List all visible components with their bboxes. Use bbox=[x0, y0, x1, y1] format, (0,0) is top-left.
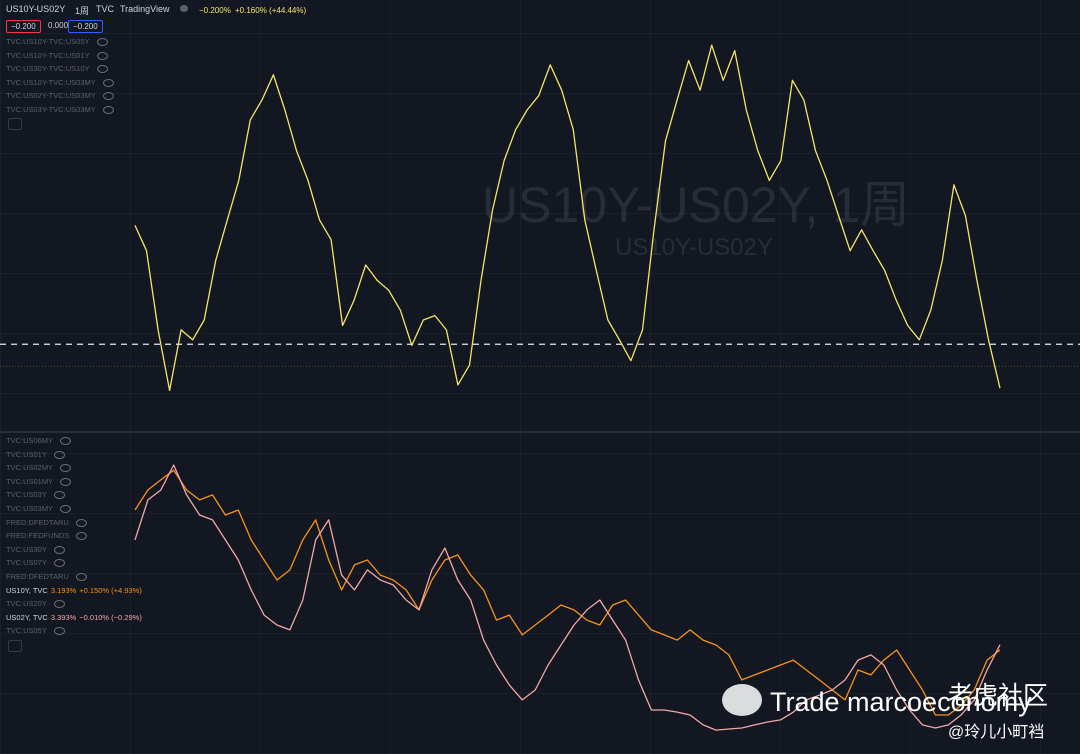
legend-item: FRED:DFEDTARU bbox=[6, 572, 87, 582]
visibility-toggle[interactable] bbox=[53, 627, 65, 636]
legend-item: TVC:US07Y bbox=[6, 558, 65, 568]
platform: TradingView bbox=[120, 4, 170, 14]
legend-label: TVC:US10Y-TVC:US01Y bbox=[6, 50, 90, 60]
visibility-toggle[interactable] bbox=[60, 437, 72, 446]
legend-label: TVC:US05Y bbox=[6, 626, 47, 636]
community: 老虎社区 bbox=[948, 682, 1049, 710]
legend-item: TVC:US10Y-TVC:US03MY bbox=[6, 78, 114, 87]
legend-item: TVC:US03MY bbox=[6, 504, 72, 514]
pane-separator bbox=[0, 431, 1080, 433]
visibility-toggle[interactable] bbox=[96, 51, 108, 60]
legend-label: TVC:US03Y bbox=[6, 490, 47, 500]
legend-item: TVC:US02MY bbox=[6, 463, 72, 473]
legend-item: TVC:US02Y-TVC:US03MY bbox=[6, 91, 114, 101]
watermark-sub: US10Y-US02Y bbox=[615, 234, 773, 261]
legend-change: −0.010% (−0.29%) bbox=[79, 612, 142, 622]
visibility-toggle[interactable] bbox=[102, 78, 114, 87]
legend-label: TVC:US30Y bbox=[6, 544, 47, 554]
visibility-toggle[interactable] bbox=[60, 477, 72, 486]
legend-item: TVC:US06MY bbox=[6, 436, 72, 446]
legend-item: TVC:US03Y bbox=[6, 490, 65, 500]
brand: Trade marcoeconomy bbox=[770, 687, 1032, 717]
legend-label: TVC:US30Y-TVC:US10Y bbox=[6, 64, 90, 73]
legend-item: TVC:US01Y bbox=[6, 450, 65, 459]
visibility-toggle[interactable] bbox=[75, 518, 87, 527]
legend-item: TVC:US01MY bbox=[6, 476, 72, 486]
legend-item: US02Y, TVC 3.393% −0.010% (−0.29%) bbox=[6, 613, 145, 622]
badge[interactable]: −0.200 bbox=[6, 20, 41, 33]
legend-label: TVC:US10Y-TVC:US05Y bbox=[6, 37, 90, 46]
legend-last: 3.193% bbox=[50, 585, 77, 595]
visibility-toggle[interactable] bbox=[60, 505, 72, 514]
legend-label: TVC:US10Y-TVC:US03MY bbox=[6, 77, 96, 87]
legend-label: TVC:US07Y bbox=[6, 558, 47, 568]
wechat-icon bbox=[722, 684, 762, 716]
series-line bbox=[134, 44, 1001, 392]
legend-last: 3.393% bbox=[50, 612, 77, 622]
legend-label: TVC:US01MY bbox=[6, 476, 54, 486]
legend-label: FRED:FEDFUNDS bbox=[6, 531, 70, 541]
legend-label: FRED:DFEDTARU bbox=[6, 517, 69, 527]
legend-label: TVC:US03Y-TVC:US03MY bbox=[6, 104, 96, 114]
visibility-toggle[interactable] bbox=[53, 491, 65, 500]
last-value: −0.200% bbox=[199, 6, 231, 15]
legend-item: TVC:US10Y-TVC:US05Y bbox=[6, 37, 108, 47]
series-line bbox=[134, 469, 1001, 716]
legend-label: TVC:US03MY bbox=[6, 504, 54, 513]
visibility-toggle[interactable] bbox=[53, 450, 65, 459]
visibility-toggle[interactable] bbox=[53, 545, 65, 554]
legend-change: +0.150% (+4.93%) bbox=[79, 585, 142, 595]
expand-button[interactable] bbox=[8, 640, 22, 652]
visibility-toggle[interactable] bbox=[96, 65, 108, 74]
visibility-toggle[interactable] bbox=[96, 38, 108, 47]
visibility-toggle[interactable] bbox=[76, 532, 88, 541]
change: +0.160% (+44.44%) bbox=[235, 6, 307, 15]
legend-label: TVC:US06MY bbox=[6, 436, 54, 445]
visibility-toggle[interactable] bbox=[102, 105, 114, 114]
collapse-icon[interactable] bbox=[180, 5, 188, 12]
legend-item: TVC:US03Y-TVC:US03MY bbox=[6, 105, 114, 114]
visibility-toggle[interactable] bbox=[75, 573, 87, 582]
legend-item: TVC:US05Y bbox=[6, 626, 65, 636]
expand-button[interactable] bbox=[8, 118, 22, 130]
legend-item: FRED:DFEDTARU bbox=[6, 518, 87, 527]
legend-item: TVC:US30Y bbox=[6, 545, 65, 554]
legend-label: US10Y, TVC bbox=[6, 585, 48, 595]
legend-label: TVC:US01Y bbox=[6, 449, 47, 459]
visibility-toggle[interactable] bbox=[102, 92, 114, 101]
legend-item: TVC:US30Y-TVC:US10Y bbox=[6, 64, 108, 74]
legend-item: TVC:US20Y bbox=[6, 599, 65, 609]
watermark: US10Y-US02Y, 1周 bbox=[482, 177, 911, 233]
series-line bbox=[134, 464, 1001, 731]
badge: 0.000 bbox=[48, 21, 69, 30]
legend-label: TVC:US20Y bbox=[6, 599, 47, 609]
badge[interactable]: −0.200 bbox=[68, 20, 103, 33]
visibility-toggle[interactable] bbox=[60, 464, 72, 473]
legend-label: TVC:US02Y-TVC:US03MY bbox=[6, 91, 96, 100]
symbol[interactable]: US10Y-US02Y bbox=[6, 4, 66, 14]
author: @玲儿小町裆 bbox=[948, 724, 1045, 741]
legend-label: FRED:DFEDTARU bbox=[6, 572, 69, 581]
legend-label: US02Y, TVC bbox=[6, 612, 48, 622]
visibility-toggle[interactable] bbox=[53, 600, 65, 609]
legend-label: TVC:US02MY bbox=[6, 463, 54, 473]
interval[interactable]: 1周 bbox=[75, 6, 90, 16]
legend-item: US10Y, TVC 3.193% +0.150% (+4.93%) bbox=[6, 586, 145, 595]
legend-item: FRED:FEDFUNDS bbox=[6, 531, 88, 541]
visibility-toggle[interactable] bbox=[53, 559, 65, 568]
legend-item: TVC:US10Y-TVC:US01Y bbox=[6, 51, 108, 60]
source: TVC bbox=[96, 4, 114, 14]
